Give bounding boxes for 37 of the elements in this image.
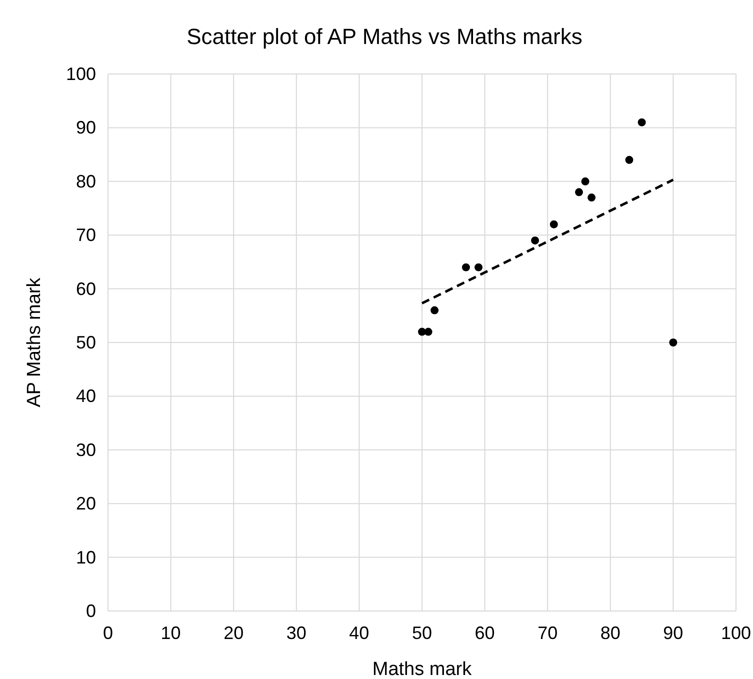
point bbox=[474, 263, 483, 272]
x-tick-label: 80 bbox=[600, 623, 620, 643]
y-tick-label: 80 bbox=[76, 171, 96, 192]
y-tick-label: 60 bbox=[76, 278, 96, 299]
x-tick-label: 60 bbox=[474, 623, 495, 643]
x-tick-label: 90 bbox=[663, 623, 684, 643]
point bbox=[430, 306, 439, 314]
x-tick-label: 30 bbox=[286, 623, 306, 643]
point bbox=[581, 177, 590, 186]
point bbox=[588, 194, 596, 202]
x-axis-title: Maths mark bbox=[372, 659, 472, 679]
x-tick-label: 40 bbox=[349, 623, 370, 643]
y-tick-label: 40 bbox=[76, 386, 96, 406]
point bbox=[625, 156, 634, 164]
x-tick-label: 10 bbox=[160, 623, 181, 643]
y-tick-label: 100 bbox=[66, 64, 96, 84]
point bbox=[669, 338, 678, 346]
x-tick-label: 100 bbox=[720, 623, 752, 643]
y-tick-label: 10 bbox=[76, 547, 96, 568]
point bbox=[638, 118, 646, 126]
point bbox=[575, 188, 583, 196]
point bbox=[462, 263, 470, 272]
x-tick-label: 70 bbox=[538, 623, 558, 643]
y-axis-title: AP Maths mark bbox=[24, 277, 45, 408]
y-tick-label: 50 bbox=[76, 332, 96, 352]
y-tick-label: 20 bbox=[76, 494, 96, 514]
y-tick-label: 70 bbox=[76, 225, 96, 246]
point bbox=[531, 236, 540, 244]
y-tick-label: 0 bbox=[86, 601, 96, 621]
x-tick-label: 20 bbox=[224, 623, 244, 643]
x-tick-label: 50 bbox=[412, 623, 432, 643]
x-tick-label: 0 bbox=[102, 623, 114, 643]
y-tick-label: 30 bbox=[76, 440, 96, 460]
point bbox=[424, 328, 432, 336]
chart-title: Scatter plot of AP Maths vs Maths marks bbox=[186, 24, 582, 49]
point bbox=[550, 220, 558, 228]
y-tick-label: 90 bbox=[76, 118, 96, 138]
